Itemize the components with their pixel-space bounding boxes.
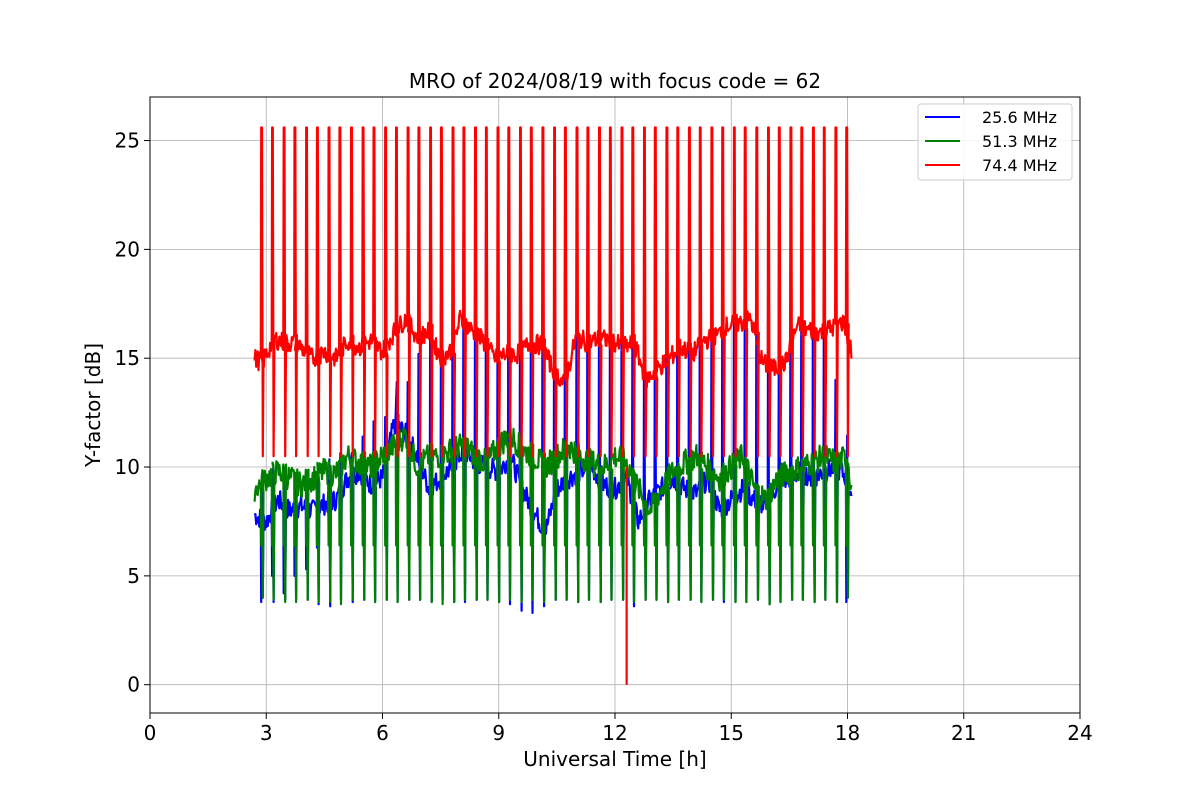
x-tick-label: 15 [719,721,744,745]
x-tick-label: 12 [602,721,627,745]
legend-label: 51.3 MHz [982,132,1057,151]
y-tick-label: 20 [115,237,140,261]
x-tick-label: 21 [951,721,976,745]
y-tick-label: 10 [115,455,140,479]
y-tick-label: 25 [115,129,140,153]
x-tick-label: 24 [1067,721,1092,745]
x-tick-label: 6 [376,721,389,745]
y-tick-label: 15 [115,346,140,370]
series-layer [253,126,853,685]
y-tick-label: 5 [127,564,140,588]
x-tick-label: 3 [260,721,273,745]
y-axis-title: Y-factor [dB] [81,343,105,468]
x-tick-label: 18 [835,721,860,745]
ticks-layer: 0 3 6 9 12 15 18 21 24 0 5 10 15 20 25 [115,129,1093,745]
x-tick-label: 0 [144,721,157,745]
x-tick-label: 9 [492,721,505,745]
series-line-red [253,126,853,458]
x-axis-title: Universal Time [h] [523,747,706,771]
legend-box [917,103,1073,181]
chart-title: MRO of 2024/08/19 with focus code = 62 [409,69,821,93]
legend-label: 25.6 MHz [982,108,1057,127]
legend-label: 74.4 MHz [982,156,1057,175]
y-tick-label: 0 [127,673,140,697]
legend: 25.6 MHz 51.3 MHz 74.4 MHz [917,103,1073,181]
